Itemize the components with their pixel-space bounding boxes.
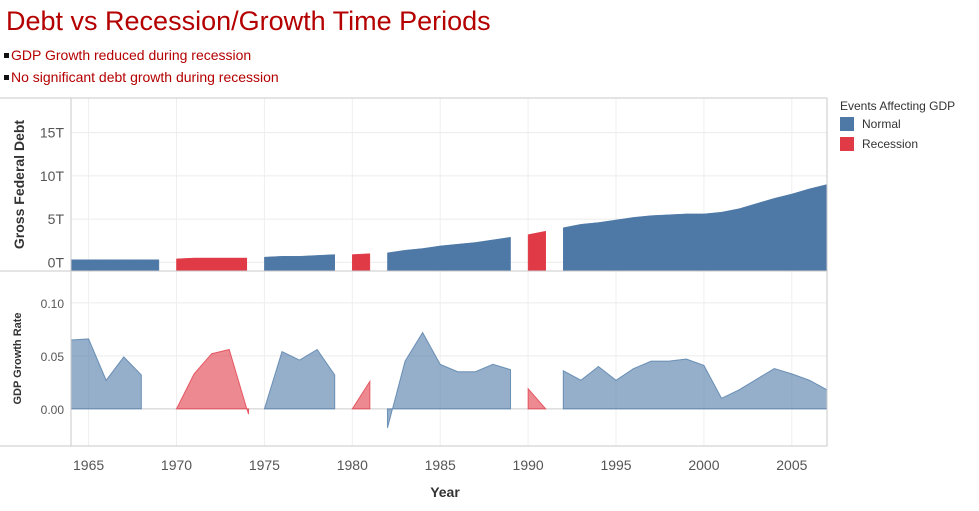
- bullet-text: No significant debt growth during recess…: [11, 69, 279, 85]
- area-normal-growth: [70, 338, 142, 410]
- y-tick-label: 0.00: [41, 403, 65, 417]
- area-normal-debt: [264, 254, 335, 272]
- area-normal-debt: [70, 259, 160, 272]
- x-tick-label: 1975: [249, 457, 280, 473]
- y-tick-label: 0T: [48, 254, 65, 270]
- area-recession-growth: [351, 379, 371, 410]
- y-tick-label: 0.05: [41, 350, 65, 364]
- legend-swatch-recession: [840, 137, 854, 151]
- bullet-text: GDP Growth reduced during recession: [11, 47, 252, 63]
- legend-swatch-normal: [840, 117, 854, 131]
- bullet-list: GDP Growth reduced during recession No s…: [4, 44, 279, 88]
- x-tick-label: 2000: [688, 457, 719, 473]
- x-tick-label: 1965: [73, 457, 104, 473]
- bullet-square-icon: [4, 52, 9, 58]
- y-tick-label: 10T: [40, 168, 65, 184]
- y-tick-label: 15T: [40, 125, 65, 141]
- area-normal-growth: [562, 358, 828, 410]
- legend-label-recession: Recession: [862, 137, 919, 151]
- area-recession-debt: [176, 257, 248, 272]
- x-tick-label: 1980: [337, 457, 368, 473]
- area-normal-debt: [387, 236, 511, 272]
- area-recession-growth: [175, 348, 250, 415]
- legend: Events Affecting GDP Normal Recession: [840, 99, 955, 157]
- bullet-item-gdp: GDP Growth reduced during recession: [4, 44, 279, 66]
- x-axis-label: Year: [430, 484, 460, 500]
- bullet-item-debt: No significant debt growth during recess…: [4, 66, 279, 88]
- x-tick-label: 2005: [776, 457, 807, 473]
- y-axis-label: GDP Growth Rate: [12, 312, 24, 404]
- legend-title: Events Affecting GDP: [840, 99, 956, 113]
- area-recession-debt: [527, 230, 546, 272]
- y-tick-label: 0.10: [41, 297, 65, 311]
- x-tick-label: 1970: [161, 457, 192, 473]
- legend-item-recession[interactable]: Recession: [840, 137, 955, 157]
- bullet-square-icon: [4, 74, 9, 80]
- area-recession-growth: [527, 387, 547, 410]
- area-recession-debt: [352, 253, 371, 272]
- area-normal-growth: [263, 348, 336, 410]
- y-axis-label: Gross Federal Debt: [11, 120, 27, 249]
- legend-item-normal[interactable]: Normal: [840, 117, 955, 137]
- x-tick-label: 1990: [513, 457, 544, 473]
- area-normal-growth: [386, 331, 512, 429]
- x-tick-label: 1985: [425, 457, 456, 473]
- area-normal-debt: [563, 184, 828, 272]
- chart-title: Debt vs Recession/Growth Time Periods: [6, 6, 491, 36]
- legend-label-normal: Normal: [862, 117, 901, 131]
- y-tick-label: 5T: [48, 211, 65, 227]
- x-tick-label: 1995: [600, 457, 631, 473]
